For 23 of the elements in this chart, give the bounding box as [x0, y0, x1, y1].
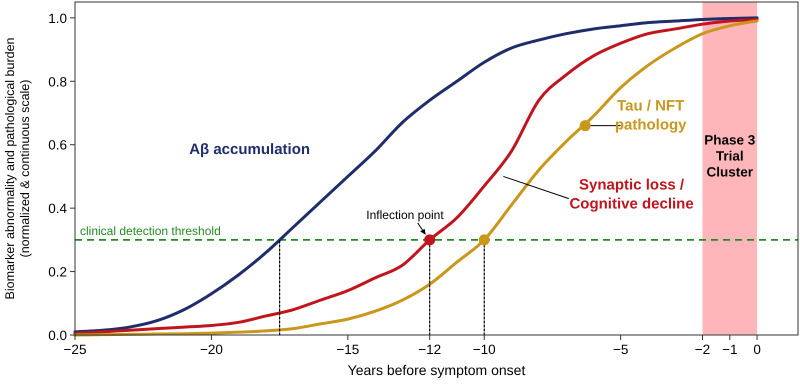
y-axis-title: Biomarker abnormality and pathological burden (normalized & continuous scale)	[3, 37, 32, 300]
y-tick-label: 0.4	[48, 201, 68, 216]
y-tick-label: 1.0	[48, 10, 67, 26]
x-axis-title: Years before symptom onset	[348, 362, 526, 378]
band-label: Phase 3 Trial Cluster	[704, 132, 756, 180]
annotation: Inflection point	[366, 208, 444, 222]
x-tick-label: −1	[722, 342, 738, 357]
x-tick-label: 0	[753, 342, 761, 357]
series-label: Tau / NFT pathology	[614, 97, 688, 134]
text: Synaptic loss / Cognitive decline	[569, 176, 694, 213]
x-tick-label: −10	[472, 342, 496, 357]
x-tick-label: −20	[200, 342, 223, 357]
x-tick-label: −2	[694, 342, 710, 357]
x-tick-label: −15	[336, 342, 360, 357]
y-tick-label: 0.0	[48, 328, 67, 343]
x-tick-label: −12	[418, 342, 442, 357]
text: Aβ accumulation	[189, 141, 310, 158]
x-tick-label: −25	[64, 342, 86, 357]
ref-line-label: clinical detection threshold	[80, 224, 221, 238]
x-tick-label: −5	[612, 342, 628, 357]
y-tick-label: 0.8	[48, 74, 67, 90]
y-tick-label: 0.6	[48, 138, 67, 153]
y-tick-label: 0.2	[48, 264, 67, 280]
